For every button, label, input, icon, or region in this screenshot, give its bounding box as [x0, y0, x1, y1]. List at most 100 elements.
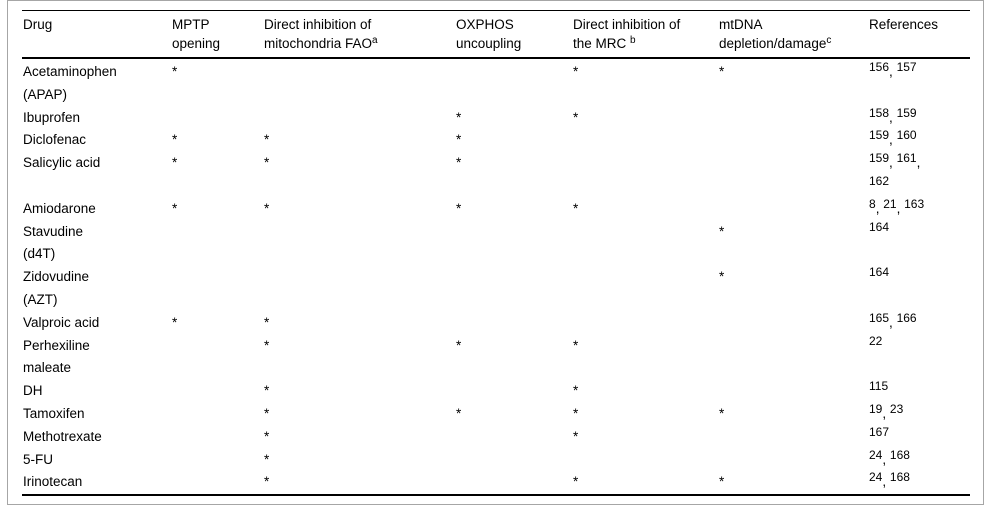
references-cell: 24, 168	[868, 470, 970, 497]
oxphos-uncoupling-marker: *	[456, 405, 462, 421]
col-header-mtdna-label: mtDNA depletion/damage	[719, 17, 827, 51]
drug-name: Irinotecan	[22, 471, 171, 497]
oxphos-uncoupling-marker	[455, 471, 572, 497]
table-row: 5-FU * 24, 168	[22, 449, 970, 472]
mtdna-depletion-marker	[718, 426, 868, 449]
drug-name: Salicylic acid	[23, 155, 101, 171]
reference-number: 164	[869, 265, 890, 280]
references-cell: 159, 161, 162	[869, 151, 921, 188]
table-row: Diclofenac * * * 159, 160	[22, 129, 970, 152]
fao-inhibition-marker	[263, 221, 455, 267]
reference-number: 160	[896, 128, 917, 143]
reference-number: 164	[869, 219, 890, 234]
col-header-references-label: References	[869, 17, 939, 32]
fao-inhibition-marker	[263, 266, 455, 312]
col-header-mrc-inhibition: Direct inhibition of the MRC b	[572, 10, 718, 59]
mrc-inhibition-marker	[572, 449, 718, 472]
fao-inhibition-marker	[263, 107, 455, 130]
reference-number: 158	[869, 105, 890, 120]
references-cell: 156, 157	[869, 60, 917, 79]
mrc-inhibition-marker	[572, 312, 718, 335]
reference-number: 19	[869, 401, 883, 416]
drug-name: Perhexiline maleate	[23, 337, 90, 376]
fao-inhibition-marker: *	[264, 451, 270, 467]
oxphos-uncoupling-marker: *	[456, 155, 462, 171]
mtdna-depletion-marker	[718, 312, 868, 335]
drug-name: Amiodarone	[23, 200, 96, 216]
fao-inhibition-marker: *	[264, 314, 270, 330]
reference-number: 157	[896, 60, 917, 74]
page-border	[7, 0, 984, 505]
fao-inhibition-marker: *	[264, 405, 270, 421]
oxphos-uncoupling-marker: *	[456, 132, 462, 148]
mptp-opening-marker	[171, 380, 263, 403]
mptp-opening-marker: *	[172, 314, 178, 330]
mptp-opening-marker: *	[172, 132, 178, 148]
reference-number: 168	[889, 470, 910, 485]
references-cell: 159, 160	[869, 128, 917, 148]
mptp-opening-marker: *	[172, 64, 178, 79]
drug-name: Methotrexate	[23, 428, 102, 444]
col-header-mtdna-sup: c	[826, 34, 832, 46]
reference-number: 22	[869, 333, 883, 348]
reference-number: 8	[869, 196, 876, 211]
references-cell: 8, 21, 163	[869, 196, 925, 216]
fao-inhibition-marker: *	[263, 471, 455, 497]
mrc-inhibition-marker: *	[573, 109, 579, 125]
fao-inhibition-marker: *	[264, 200, 270, 216]
oxphos-uncoupling-marker	[455, 221, 572, 267]
mrc-inhibition-marker	[572, 266, 718, 312]
mrc-inhibition-marker: *	[573, 428, 579, 444]
mptp-opening-marker	[171, 403, 263, 426]
header-row: Drug MPTP opening Direct inhibition of m…	[22, 10, 970, 59]
col-header-drug: Drug	[22, 10, 171, 59]
reference-number: 159	[869, 151, 890, 166]
drug-name: Valproic acid	[23, 314, 100, 330]
mrc-inhibition-marker: *	[573, 405, 579, 421]
reference-number: 156	[869, 60, 890, 74]
drug-name: 5-FU	[23, 451, 53, 467]
drug-name: DH	[23, 383, 43, 399]
mrc-inhibition-marker: *	[572, 471, 718, 497]
col-header-oxphos-label: OXPHOS uncoupling	[456, 17, 522, 51]
references-cell: 165, 166	[869, 310, 917, 330]
table-row: Valproic acid * * 165, 166	[22, 312, 970, 335]
table-row: Methotrexate * * 167	[22, 426, 970, 449]
drug-name: Ibuprofen	[23, 109, 81, 125]
col-header-references: References	[868, 10, 970, 59]
drug-name: Acetaminophen (APAP)	[23, 64, 117, 102]
col-header-mrc-sup: b	[630, 34, 636, 46]
col-header-mptp-label: MPTP opening	[172, 17, 221, 51]
reference-number: 165	[869, 310, 890, 325]
mrc-inhibition-marker: *	[573, 200, 579, 216]
reference-number: 159	[869, 128, 890, 143]
mtdna-depletion-marker	[718, 152, 868, 198]
col-header-mtdna-depletion: mtDNA depletion/damagec	[718, 10, 868, 59]
fao-inhibition-marker: *	[264, 428, 270, 444]
fao-inhibition-marker	[263, 58, 455, 107]
mrc-inhibition-marker: *	[573, 383, 579, 399]
references-cell: 22	[868, 335, 970, 381]
oxphos-uncoupling-marker	[455, 58, 572, 107]
table-row: Perhexiline maleate * * * 22	[22, 335, 970, 381]
reference-number: 163	[904, 196, 925, 211]
mrc-inhibition-marker	[572, 221, 718, 267]
mptp-opening-marker	[171, 471, 263, 497]
table-row: Irinotecan * * * 24, 168	[22, 470, 970, 497]
table-body: Acetaminophen (APAP) * * * 156, 157 Ibuprofen…	[22, 58, 970, 497]
oxphos-uncoupling-marker	[455, 266, 572, 312]
mtdna-depletion-marker: *	[718, 471, 868, 497]
oxphos-uncoupling-marker: *	[456, 337, 462, 353]
col-header-drug-label: Drug	[23, 17, 53, 32]
mtdna-depletion-marker	[718, 107, 868, 130]
table-row: DH * * 115	[22, 380, 970, 403]
mtdna-depletion-marker	[718, 449, 868, 472]
table-row: Tamoxifen * * * * 19, 23	[22, 403, 970, 426]
mrc-inhibition-marker: *	[573, 337, 579, 353]
mptp-opening-marker	[171, 335, 263, 381]
table-row: Ibuprofen * * 158, 159	[22, 107, 970, 130]
reference-number: 24	[869, 447, 883, 462]
mtdna-depletion-marker: *	[719, 64, 725, 79]
table-header: Drug MPTP opening Direct inhibition of m…	[22, 10, 970, 59]
drug-mitochondrial-toxicity-table: Drug MPTP opening Direct inhibition of m…	[22, 10, 970, 497]
